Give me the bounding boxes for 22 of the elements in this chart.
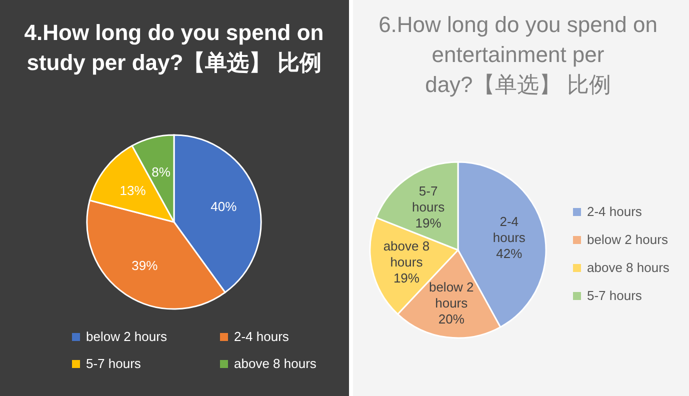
data-label: 19% [393, 270, 420, 286]
data-label: 20% [438, 311, 465, 326]
slice-label: 5-7 hours [412, 183, 446, 214]
legend-label: 2-4 hours [234, 329, 290, 344]
legend-label: 5-7 hours [587, 288, 642, 303]
legend-label: below 2 hours [86, 329, 168, 344]
data-label: 19% [415, 215, 442, 230]
slice-label: below 2 hours [428, 279, 474, 310]
slice-label: 2-4 hours [492, 214, 526, 245]
legend-label: below 2 hours [587, 232, 668, 247]
legend-label: above 8 hours [587, 260, 670, 275]
chart-title: 4.How long do you spend on study per day?【单选】 比例 [24, 20, 324, 75]
data-label: 8% [152, 164, 171, 180]
data-label: 40% [210, 198, 238, 214]
legend-label: 2-4 hours [587, 204, 642, 219]
chart-title: 6.How long do you spend on entertainment per day?【单选】 比例 [378, 12, 658, 97]
legend-label: 5-7 hours [86, 356, 142, 371]
data-label: 42% [496, 246, 523, 261]
slice-label: above 8 hours [383, 238, 430, 270]
data-label: 39% [132, 258, 158, 274]
legend-label: above 8 hours [234, 356, 317, 371]
data-label: 13% [120, 183, 146, 198]
